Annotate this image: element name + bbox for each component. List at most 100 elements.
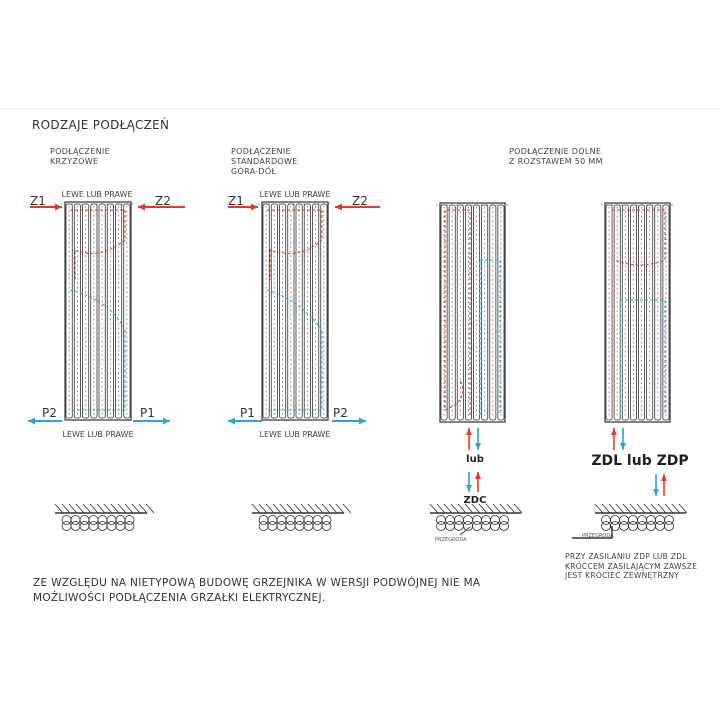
- note-line: PRZY ZASILANIU ZDP LUB ZDL: [565, 552, 687, 561]
- wall-hatch: [279, 503, 289, 514]
- radiator-column: [287, 203, 295, 419]
- wall-hatch: [272, 503, 282, 514]
- wall-hatch: [314, 503, 324, 514]
- label-z1-a: Z1: [30, 194, 46, 208]
- tube-section: [79, 521, 90, 531]
- heading-line: STANDARDOWE: [231, 157, 298, 166]
- tube-section: [454, 521, 464, 531]
- tube-section: [628, 521, 638, 531]
- partition-pointer: [459, 526, 471, 536]
- tube-section: [436, 521, 446, 531]
- radiator-column: [646, 204, 654, 421]
- label-zdl-zdp: ZDL lub ZDP: [591, 453, 688, 469]
- heading-bottom: PODŁĄCZENIE DOLNE Z ROZSTAWEM 50 MM: [509, 147, 603, 167]
- wall-hatch: [678, 503, 688, 514]
- tube-section: [115, 521, 126, 531]
- radiator-column: [82, 203, 90, 419]
- radiator-column: [481, 204, 489, 421]
- radiator-column: [456, 204, 464, 421]
- flow-line: [619, 299, 666, 415]
- tube-section: [312, 521, 323, 531]
- wall-hatch: [251, 503, 261, 514]
- arrow-icon: [138, 203, 145, 211]
- wall-hatch: [321, 503, 331, 514]
- wall-hatch: [478, 503, 488, 514]
- radiator-column: [106, 203, 114, 419]
- label-top-2: LEWE LUB PRAWE: [259, 190, 330, 199]
- tube-section: [321, 521, 332, 531]
- footer-note: ZE WZGLĘDU NA NIETYPOWĄ BUDOWĘ GRZEJNIKA…: [33, 576, 480, 606]
- flow-line: [70, 209, 126, 280]
- wall-hatch: [450, 503, 460, 514]
- footer-line: ZE WZGLĘDU NA NIETYPOWĄ BUDOWĘ GRZEJNIKA…: [33, 577, 481, 589]
- heading-line: KRZYŻOWE: [50, 157, 99, 166]
- arrow-icon: [28, 417, 35, 425]
- wall-hatch: [54, 503, 64, 514]
- wall-hatch: [75, 503, 85, 514]
- heading-line: Z ROZSTAWEM 50 MM: [509, 157, 603, 166]
- arrow-icon: [163, 417, 170, 425]
- wall-hatch: [615, 503, 625, 514]
- wall-hatch: [594, 503, 604, 514]
- wall-hatch: [110, 503, 120, 514]
- wall-hatch: [328, 503, 338, 514]
- tube-section: [70, 521, 81, 531]
- wall-hatch: [61, 503, 71, 514]
- wall-hatch: [608, 503, 618, 514]
- radiator-column: [497, 204, 505, 421]
- wall-hatch: [671, 503, 681, 514]
- wall-hatch: [601, 503, 611, 514]
- heading-line: PODŁĄCZENIE DOLNE: [509, 147, 602, 156]
- label-bottom-1: LEWE LUB PRAWE: [62, 430, 133, 439]
- tube-section: [321, 515, 332, 525]
- label-partition-3: PRZEGRODA: [435, 537, 467, 543]
- wall-hatch: [457, 503, 467, 514]
- heading-standard: PODŁĄCZENIE STANDARDOWE GÓRA-DÓŁ: [231, 147, 298, 177]
- wall-hatch: [664, 503, 674, 514]
- pipe: [572, 526, 613, 539]
- tube-section: [294, 521, 305, 531]
- tube-section: [499, 515, 509, 525]
- tube-section: [124, 521, 135, 531]
- tube-section: [106, 521, 117, 531]
- heading-cross: PODŁĄCZENIE KRZYŻOWE: [50, 147, 110, 167]
- wall-hatch: [443, 503, 453, 514]
- wall-hatch: [436, 503, 446, 514]
- arrow-icon: [251, 203, 258, 211]
- tube-section: [655, 521, 665, 531]
- tube-section: [637, 521, 647, 531]
- wall-hatch: [286, 503, 296, 514]
- flow-line: [479, 259, 501, 415]
- tube-section: [124, 515, 135, 525]
- note-line: JEST KRÓCIEC ZEWNĘTRZNY: [565, 571, 680, 580]
- tube-section: [664, 515, 674, 525]
- wall-hatch: [258, 503, 268, 514]
- arrow-icon: [335, 203, 342, 211]
- wall-hatch: [124, 503, 134, 514]
- radiator-column: [65, 203, 73, 419]
- radiator-column: [662, 204, 670, 421]
- arrow-icon: [611, 428, 617, 435]
- tube-section: [285, 521, 296, 531]
- label-bottom-2: LEWE LUB PRAWE: [259, 430, 330, 439]
- page-title: RODZAJE PODŁĄCZEŃ: [32, 118, 170, 132]
- label-p1-a: P1: [140, 406, 155, 420]
- arrow-icon: [55, 203, 62, 211]
- label-partition-4: PRZEGRODA: [582, 533, 614, 539]
- tube-section: [499, 521, 509, 531]
- tube-section: [445, 521, 455, 531]
- wall-hatch: [622, 503, 632, 514]
- radiator-column: [464, 204, 472, 421]
- tube-section: [490, 521, 500, 531]
- wall-hatch: [471, 503, 481, 514]
- radiator-outline: [439, 202, 506, 423]
- label-z1-b: Z1: [228, 194, 244, 208]
- wall-hatch: [68, 503, 78, 514]
- radiator-column: [629, 204, 637, 421]
- wall-hatch: [89, 503, 99, 514]
- wall-hatch: [650, 503, 660, 514]
- flow-line: [611, 209, 666, 415]
- heading-line: PODŁĄCZENIE: [231, 147, 291, 156]
- wall-hatch: [429, 503, 439, 514]
